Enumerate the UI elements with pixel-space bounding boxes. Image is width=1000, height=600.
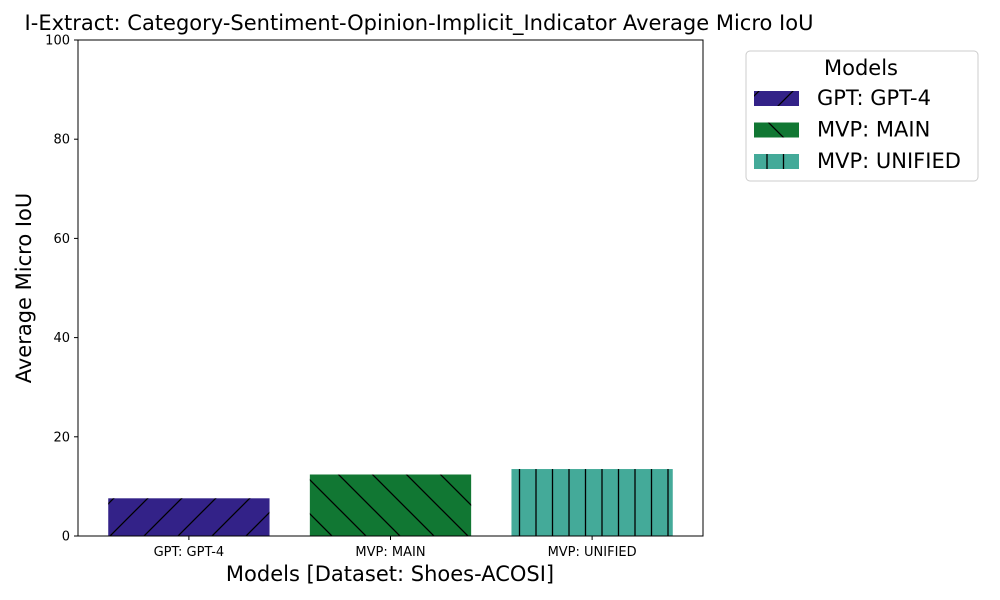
legend-entry-mvp-unified: MVP: UNIFIED (754, 149, 961, 173)
bar-hatch (108, 498, 270, 536)
legend-frame (745, 50, 979, 182)
legend-label: GPT: GPT-4 (817, 86, 931, 110)
y-tick-label: 0 (62, 530, 70, 545)
chart-title: I-Extract: Category-Sentiment-Opinion-Im… (25, 11, 814, 36)
x-tick-label: GPT: GPT-4 (154, 545, 225, 560)
x-tick-label: MVP: UNIFIED (548, 545, 637, 560)
bar-hatch (511, 469, 673, 536)
y-tick-label: 20 (53, 430, 70, 445)
bars-layer (108, 469, 673, 536)
legend-label: MVP: UNIFIED (817, 149, 961, 173)
legend-title: Models (824, 56, 898, 80)
legend-entry-gpt-gpt-4: GPT: GPT-4 (754, 86, 931, 110)
y-tick-label: 60 (53, 232, 70, 247)
plot-frame (77, 39, 704, 537)
legend-entry-mvp-main: MVP: MAIN (754, 118, 930, 142)
bar-gpt-gpt-4 (108, 498, 270, 536)
y-tick-label: 80 (53, 133, 70, 148)
legend-swatch-hatch (754, 154, 799, 169)
y-axis: 0 20 40 60 80 100 (45, 34, 78, 545)
bar-mvp-main (309, 474, 472, 536)
bar-hatch (309, 474, 472, 536)
legend-swatch-hatch (754, 122, 799, 138)
y-tick-label: 100 (45, 34, 70, 49)
x-axis: GPT: GPT-4 MVP: MAIN MVP: UNIFIED (154, 536, 637, 560)
y-axis-label: Average Micro IoU (12, 193, 36, 384)
legend-swatch-hatch (754, 91, 799, 106)
y-tick-label: 40 (53, 331, 70, 346)
legend: Models GPT: GPT-4 MVP: MAIN MVP: UNIFIED (745, 50, 979, 182)
bar-mvp-unified (511, 469, 673, 536)
x-tick-label: MVP: MAIN (355, 545, 425, 560)
x-axis-label: Models [Dataset: Shoes-ACOSI] (226, 562, 554, 586)
legend-label: MVP: MAIN (817, 118, 930, 142)
legend-entries: GPT: GPT-4 MVP: MAIN MVP: UNIFIED (754, 86, 961, 173)
